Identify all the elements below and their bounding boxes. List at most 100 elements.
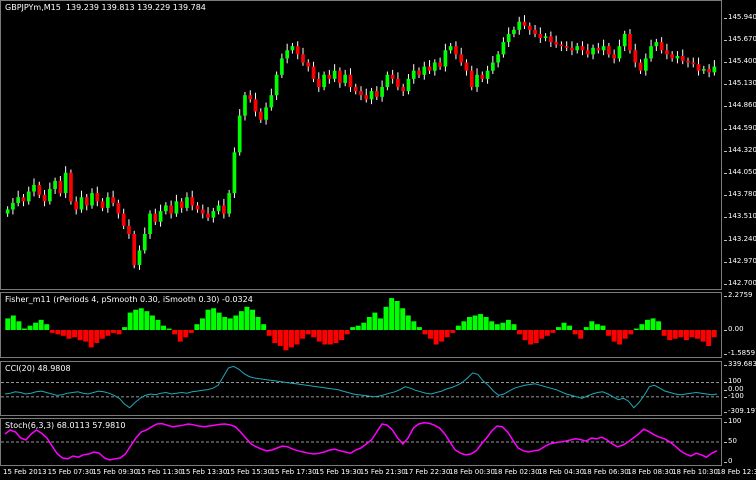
fisher-bar	[211, 308, 217, 331]
candle	[607, 42, 611, 58]
candle	[174, 194, 179, 217]
fisher-bar	[583, 327, 589, 331]
fisher-bar	[177, 330, 183, 342]
fisher-bar	[255, 316, 261, 331]
price-candles	[5, 15, 717, 270]
candle	[306, 59, 311, 72]
fisher-bar	[183, 330, 189, 338]
candle	[633, 43, 638, 68]
fisher-bar	[55, 330, 61, 335]
fisher-bar	[33, 322, 39, 331]
time-tick-label: 15 Feb 2013	[3, 468, 47, 476]
scale-tick-label: 144.320	[724, 145, 756, 154]
fisher-bar	[110, 330, 116, 333]
fisher-bar	[422, 330, 428, 335]
fisher-bar	[49, 330, 55, 333]
fisher-bar	[600, 325, 606, 331]
fisher-bar	[450, 330, 456, 333]
fisher-bar	[216, 312, 222, 331]
indicator-line	[4, 422, 718, 461]
candle	[522, 15, 527, 30]
candle	[258, 108, 263, 123]
candle	[211, 207, 216, 223]
candle	[248, 90, 253, 103]
time-tick-label: 18 Feb 04:30	[538, 468, 585, 476]
scale-tick-label: 142.970	[724, 256, 756, 265]
candle	[21, 193, 26, 207]
fisher-bar	[628, 330, 634, 335]
fisher-bar	[606, 330, 612, 336]
fisher-bar	[188, 330, 194, 333]
candle	[380, 80, 384, 102]
scale-tick-label: 50	[724, 437, 737, 445]
fisher-bar	[377, 318, 383, 331]
fisher-bar	[60, 330, 66, 336]
fisher-bar	[433, 330, 439, 345]
candle	[280, 53, 284, 79]
candle	[316, 72, 321, 92]
candle	[654, 38, 659, 52]
cci-indicator-pane[interactable]: CCI(20) 48.9808	[0, 361, 722, 416]
candle	[227, 189, 231, 217]
candle	[37, 181, 42, 199]
fisher-bar	[344, 330, 350, 335]
candle	[53, 177, 57, 194]
candle	[696, 57, 701, 76]
candle	[164, 202, 168, 215]
candle	[659, 37, 664, 54]
fisher-indicator-pane[interactable]: Fisher_m11 (rPeriods 4, pSmooth 0.30, iS…	[0, 292, 722, 358]
fisher-bar	[611, 330, 617, 342]
price-scale: 145.940 145.670 145.400 145.130 144.860 144.5…	[724, 0, 756, 290]
fisher-bar	[383, 306, 389, 331]
candle	[185, 192, 189, 212]
fisher-bar	[494, 324, 500, 331]
fisher-bar	[311, 330, 317, 338]
candle	[585, 43, 590, 58]
fisher-bar	[650, 318, 656, 331]
fisher-bar	[10, 315, 16, 331]
candle	[712, 60, 717, 76]
candle	[206, 207, 210, 221]
stochastic-indicator-pane[interactable]: Stoch(6,3,3) 68.0113 57.9810	[0, 418, 722, 466]
fisher-bar	[327, 330, 333, 345]
fisher-bar	[695, 330, 701, 339]
candle	[617, 39, 622, 62]
fisher-bar	[505, 319, 511, 331]
fisher-bar	[322, 330, 328, 345]
candle	[179, 198, 184, 213]
candle	[243, 91, 247, 121]
time-axis: 15 Feb 2013 15 Feb 07:30 15 Feb 09:30 15 Fe…	[0, 466, 756, 480]
candle	[274, 71, 279, 101]
fisher-bar	[16, 321, 22, 331]
scale-tick-label: 0	[723, 457, 733, 465]
fisher-bar	[205, 309, 211, 331]
price-chart-pane[interactable]: GBPJPYm,M15 139.239 139.813 139.229 139.…	[0, 0, 722, 290]
candle	[406, 73, 411, 95]
fisher-bar	[572, 330, 578, 335]
fisher-bar	[99, 330, 105, 339]
time-tick-label: 18 Feb 06:30	[582, 468, 629, 476]
candle	[153, 208, 158, 226]
fisher-bar	[567, 325, 573, 331]
fisher-bar	[21, 328, 27, 331]
fisher-bar	[88, 330, 94, 348]
fisher-bar	[300, 330, 306, 339]
time-tick-label: 18 Feb 10:30	[672, 468, 718, 476]
time-tick-label: 15 Feb 17:30	[270, 468, 317, 476]
fisher-bar	[428, 330, 434, 339]
candle	[533, 24, 537, 38]
candle	[322, 71, 326, 91]
fisher-bar	[361, 322, 367, 331]
candle	[190, 190, 195, 211]
candle	[454, 41, 458, 60]
fisher-bar	[706, 330, 712, 346]
candle	[459, 47, 464, 66]
symbol-text: GBPJPYm,M15	[5, 3, 61, 12]
candle	[701, 65, 706, 74]
time-tick-label: 15 Feb 09:30	[92, 468, 139, 476]
fisher-bar	[355, 325, 361, 331]
candle	[549, 31, 553, 48]
scale-tick-label: 143.510	[724, 212, 756, 221]
candle	[665, 43, 669, 60]
scale-tick-label: 0.00	[724, 325, 744, 334]
